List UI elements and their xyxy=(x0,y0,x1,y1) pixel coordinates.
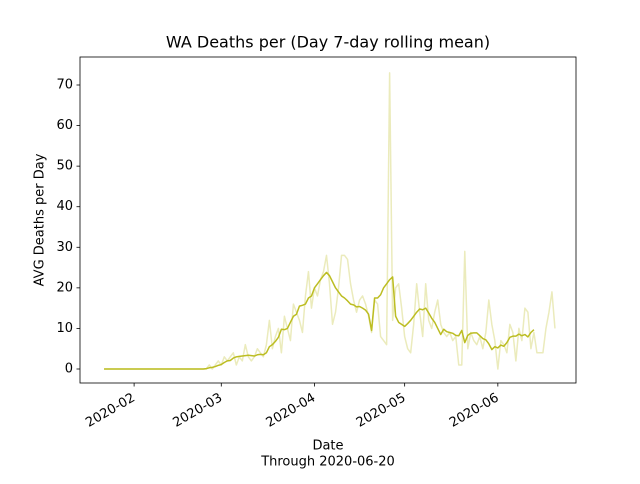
plot-frame xyxy=(79,56,577,384)
x-axis-subtitle: Through 2020-06-20 xyxy=(260,455,395,470)
y-tick-label: 60 xyxy=(56,118,73,133)
x-axis-label: Date xyxy=(312,439,343,454)
y-tick-label: 20 xyxy=(56,280,73,295)
y-tick-label: 30 xyxy=(56,240,73,255)
y-tick-label: 0 xyxy=(65,362,73,377)
y-tick-label: 40 xyxy=(56,199,73,214)
y-tick-label: 10 xyxy=(56,321,73,336)
y-axis-label: AVG Deaths per Day xyxy=(33,153,48,286)
y-tick-label: 50 xyxy=(56,159,73,174)
chart-title: WA Deaths per (Day 7-day rolling mean) xyxy=(166,33,490,52)
series-line xyxy=(104,271,535,370)
y-tick-label: 70 xyxy=(56,77,73,92)
